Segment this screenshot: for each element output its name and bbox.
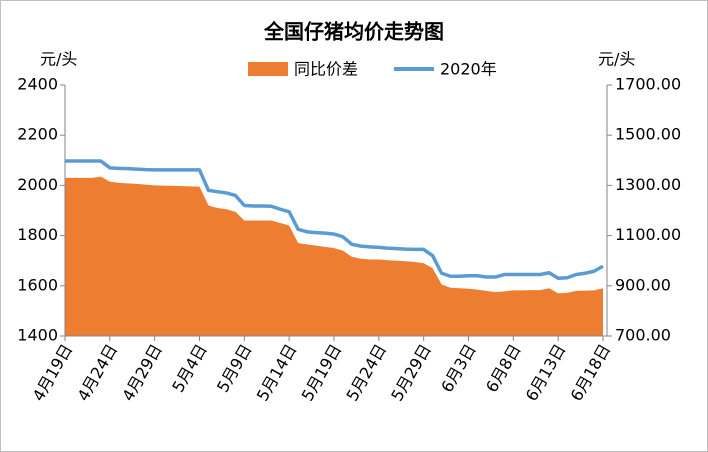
- legend-label: 同比价差: [294, 60, 358, 79]
- legend-swatch: [248, 62, 288, 76]
- chart-title: 全国仔猪均价走势图: [263, 20, 444, 44]
- y-tick-label: 1800: [17, 225, 58, 244]
- y2-tick-label: 1700.00: [615, 75, 681, 94]
- y2-axis-label: 元/头: [598, 50, 635, 69]
- legend-label: 2020年: [440, 60, 497, 79]
- y-axis-label: 元/头: [40, 50, 77, 69]
- y2-tick-label: 1500.00: [615, 125, 681, 144]
- y-tick-label: 1600: [17, 275, 58, 294]
- line: [65, 159, 604, 281]
- y2-tick-label: 700.00: [615, 326, 671, 345]
- area: [65, 176, 603, 336]
- y-tick-label: 2200: [17, 125, 58, 144]
- y2-tick-label: 1300.00: [615, 175, 681, 194]
- y2-tick-label: 900.00: [615, 275, 671, 294]
- y-tick-label: 1400: [17, 326, 58, 345]
- y-tick-label: 2000: [17, 175, 58, 194]
- y-tick-label: 2400: [17, 75, 58, 94]
- y2-tick-label: 1100.00: [615, 225, 681, 244]
